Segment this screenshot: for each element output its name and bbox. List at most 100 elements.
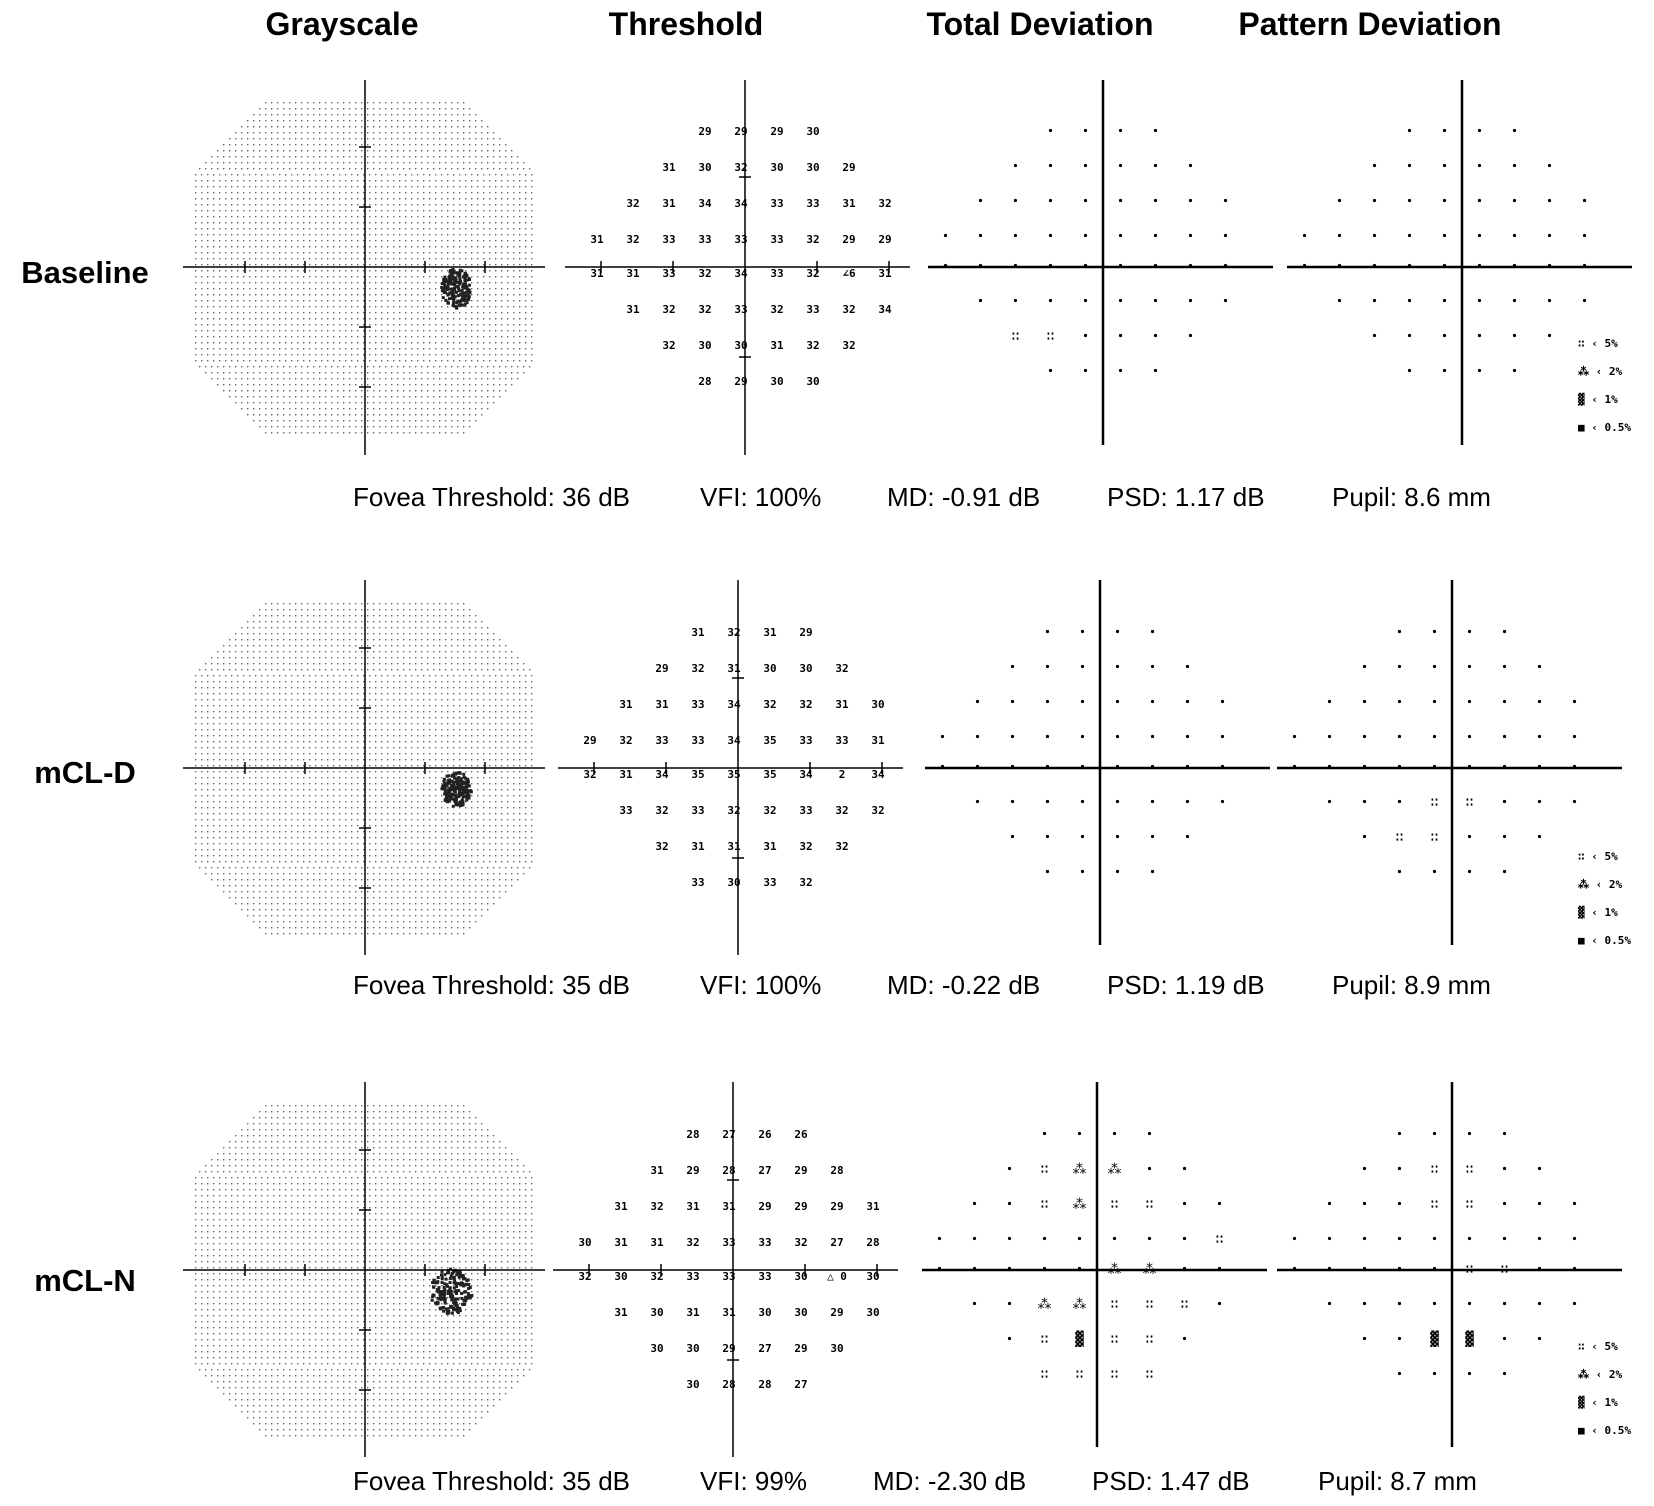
gray-dot xyxy=(507,258,508,259)
gray-dot xyxy=(495,330,496,331)
gray-dot xyxy=(339,330,340,331)
gray-dot xyxy=(363,717,364,718)
gray-dot xyxy=(219,276,220,277)
gray-dot xyxy=(271,663,272,664)
threshold-value: 32 xyxy=(626,197,639,210)
gray-dot xyxy=(333,711,334,712)
gray-dot xyxy=(381,783,382,784)
gray-dot xyxy=(489,312,490,313)
gray-dot xyxy=(499,663,500,664)
gray-dot xyxy=(393,759,394,760)
gray-dot xyxy=(531,288,532,289)
gray-dot xyxy=(319,162,320,163)
deviation-dot xyxy=(979,234,982,237)
gray-dot xyxy=(471,759,472,760)
gray-dot xyxy=(279,687,280,688)
gray-dot xyxy=(357,210,358,211)
gray-dot xyxy=(435,681,436,682)
blind-spot-dot xyxy=(460,269,463,272)
gray-dot xyxy=(445,426,446,427)
gray-dot xyxy=(339,789,340,790)
gray-dot xyxy=(483,336,484,337)
gray-dot xyxy=(259,669,260,670)
gray-dot xyxy=(507,771,508,772)
gray-dot xyxy=(247,396,248,397)
gray-dot xyxy=(433,378,434,379)
gray-dot xyxy=(207,675,208,676)
threshold-value: ∠6 xyxy=(842,267,856,280)
gray-dot xyxy=(423,741,424,742)
gray-dot xyxy=(381,282,382,283)
gray-dot xyxy=(379,609,380,610)
gray-dot xyxy=(475,168,476,169)
gray-dot xyxy=(463,408,464,409)
blind-spot-dot xyxy=(455,291,458,294)
gray-dot xyxy=(501,711,502,712)
gray-dot xyxy=(507,348,508,349)
gray-dot xyxy=(405,264,406,265)
gray-dot xyxy=(423,246,424,247)
gray-dot xyxy=(261,360,262,361)
gray-dot xyxy=(345,288,346,289)
gray-dot xyxy=(451,168,452,169)
gray-dot xyxy=(363,723,364,724)
gray-dot xyxy=(501,306,502,307)
gray-dot xyxy=(447,759,448,760)
gray-dot xyxy=(241,390,242,391)
gray-dot xyxy=(477,729,478,730)
gray-dot xyxy=(339,675,340,676)
gray-dot xyxy=(385,663,386,664)
gray-dot xyxy=(367,150,368,151)
threshold-value: 30 xyxy=(806,125,819,138)
gray-dot xyxy=(469,132,470,133)
gray-dot xyxy=(297,747,298,748)
gray-dot xyxy=(391,372,392,373)
gray-dot xyxy=(249,228,250,229)
gray-dot xyxy=(423,789,424,790)
gray-dot xyxy=(309,789,310,790)
gray-dot xyxy=(369,729,370,730)
gray-dot xyxy=(285,771,286,772)
gray-dot xyxy=(507,693,508,694)
gray-dot xyxy=(505,156,506,157)
gray-dot xyxy=(321,681,322,682)
gray-dot xyxy=(265,627,266,628)
gray-dot xyxy=(207,294,208,295)
gray-dot xyxy=(445,621,446,622)
gray-dot xyxy=(403,120,404,121)
gray-dot xyxy=(399,747,400,748)
gray-dot xyxy=(313,366,314,367)
gray-dot xyxy=(501,204,502,205)
gray-dot xyxy=(445,168,446,169)
gray-dot xyxy=(297,252,298,253)
gray-dot xyxy=(343,426,344,427)
gray-dot xyxy=(357,711,358,712)
gray-dot xyxy=(391,408,392,409)
gray-dot xyxy=(277,126,278,127)
gray-dot xyxy=(295,390,296,391)
gray-dot xyxy=(445,378,446,379)
gray-dot xyxy=(453,705,454,706)
gray-dot xyxy=(435,741,436,742)
gray-dot xyxy=(349,603,350,604)
gray-dot xyxy=(283,102,284,103)
gray-dot xyxy=(243,741,244,742)
gray-dot xyxy=(273,699,274,700)
gray-dot xyxy=(201,228,202,229)
gray-dot xyxy=(243,282,244,283)
gray-dot xyxy=(421,627,422,628)
deviation-dot xyxy=(1443,199,1446,202)
gray-dot xyxy=(361,420,362,421)
gray-dot xyxy=(481,645,482,646)
gray-dot xyxy=(531,681,532,682)
gray-dot xyxy=(489,330,490,331)
gray-dot xyxy=(231,729,232,730)
gray-dot xyxy=(375,777,376,778)
gray-dot xyxy=(399,312,400,313)
gray-dot xyxy=(399,699,400,700)
gray-dot xyxy=(507,741,508,742)
gray-dot xyxy=(519,336,520,337)
gray-dot xyxy=(289,372,290,373)
deviation-dot xyxy=(1513,129,1516,132)
gray-dot xyxy=(453,330,454,331)
